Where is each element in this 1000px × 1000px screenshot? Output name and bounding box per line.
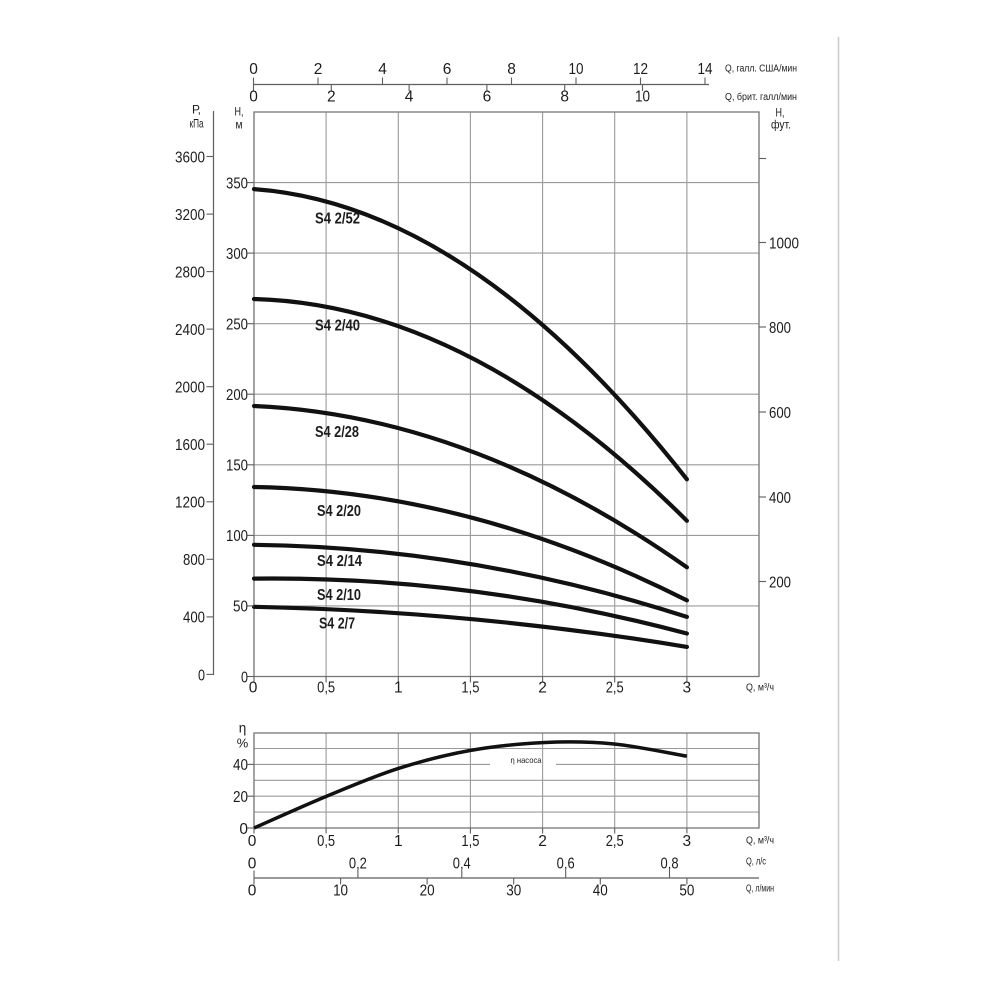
svg-text:4: 4	[405, 89, 414, 106]
svg-text:100: 100	[226, 528, 248, 545]
svg-text:30: 30	[506, 883, 521, 900]
svg-text:10: 10	[635, 89, 650, 106]
svg-text:3: 3	[683, 833, 692, 850]
svg-text:кПа: кПа	[190, 117, 204, 131]
svg-text:S4 2/40: S4 2/40	[315, 318, 360, 335]
svg-text:Q, л/мин: Q, л/мин	[746, 884, 774, 895]
svg-text:η насоса: η насоса	[511, 755, 542, 765]
svg-text:Q, м³/ч: Q, м³/ч	[746, 836, 774, 847]
svg-text:0: 0	[249, 61, 258, 78]
svg-text:250: 250	[226, 316, 248, 333]
svg-text:S4 2/52: S4 2/52	[315, 211, 360, 228]
svg-text:2800: 2800	[175, 264, 205, 281]
svg-text:400: 400	[183, 610, 205, 627]
svg-text:800: 800	[183, 552, 205, 569]
svg-text:Q, м³/ч: Q, м³/ч	[746, 683, 774, 694]
svg-text:Q, галл. США/мин: Q, галл. США/мин	[725, 64, 797, 75]
svg-text:1: 1	[394, 680, 403, 697]
svg-text:1,5: 1,5	[461, 833, 479, 850]
svg-text:0: 0	[248, 856, 257, 873]
svg-text:0,2: 0,2	[349, 856, 367, 873]
svg-text:300: 300	[226, 246, 248, 263]
svg-text:2: 2	[314, 61, 323, 78]
svg-text:40: 40	[593, 883, 608, 900]
svg-text:%: %	[237, 736, 249, 751]
svg-text:8: 8	[560, 89, 569, 106]
svg-text:0: 0	[248, 833, 257, 850]
svg-text:8: 8	[507, 61, 516, 78]
svg-text:50: 50	[679, 883, 694, 900]
svg-text:фут.: фут.	[771, 118, 791, 132]
svg-text:600: 600	[769, 405, 791, 422]
svg-text:10: 10	[333, 883, 348, 900]
svg-text:2: 2	[327, 89, 336, 106]
svg-text:η: η	[239, 721, 247, 736]
svg-text:S4 2/10: S4 2/10	[317, 587, 361, 604]
svg-text:0,6: 0,6	[557, 856, 575, 873]
svg-text:3600: 3600	[175, 149, 205, 166]
svg-text:0,5: 0,5	[317, 680, 335, 697]
svg-text:2,5: 2,5	[606, 680, 624, 697]
svg-text:2000: 2000	[175, 380, 205, 397]
svg-text:1200: 1200	[175, 495, 205, 512]
svg-text:Q, л/с: Q, л/с	[746, 857, 766, 868]
svg-text:1600: 1600	[175, 437, 205, 454]
svg-text:2400: 2400	[175, 322, 205, 339]
svg-text:S4 2/14: S4 2/14	[317, 553, 362, 570]
svg-text:S4 2/7: S4 2/7	[319, 616, 355, 633]
svg-text:2: 2	[538, 833, 547, 850]
svg-text:Н,: Н,	[235, 105, 244, 119]
svg-text:Р,: Р,	[192, 103, 201, 117]
svg-text:0: 0	[249, 680, 258, 697]
svg-text:S4 2/28: S4 2/28	[315, 424, 359, 441]
svg-text:200: 200	[769, 574, 791, 591]
svg-text:6: 6	[483, 89, 492, 106]
svg-text:400: 400	[769, 490, 791, 507]
svg-text:S4 2/20: S4 2/20	[317, 503, 361, 520]
svg-text:2,5: 2,5	[606, 833, 624, 850]
svg-text:1,5: 1,5	[461, 680, 479, 697]
svg-text:3200: 3200	[175, 207, 205, 224]
svg-text:14: 14	[698, 61, 713, 78]
svg-text:20: 20	[233, 789, 248, 806]
svg-text:6: 6	[443, 61, 452, 78]
svg-text:1000: 1000	[769, 235, 799, 252]
svg-text:10: 10	[569, 61, 584, 78]
svg-text:12: 12	[633, 61, 648, 78]
svg-text:150: 150	[226, 458, 248, 475]
svg-text:0: 0	[198, 667, 205, 684]
svg-text:0: 0	[249, 89, 258, 106]
svg-text:20: 20	[420, 883, 435, 900]
svg-text:2: 2	[538, 680, 547, 697]
svg-text:200: 200	[226, 387, 248, 404]
svg-text:0: 0	[248, 883, 257, 900]
svg-text:0: 0	[239, 821, 248, 838]
svg-text:40: 40	[233, 757, 248, 774]
svg-text:0,4: 0,4	[453, 856, 471, 873]
svg-text:Q, брит. галл/мин: Q, брит. галл/мин	[725, 91, 797, 103]
svg-text:0,5: 0,5	[317, 833, 335, 850]
svg-text:4: 4	[378, 61, 387, 78]
svg-text:м: м	[236, 118, 243, 132]
svg-text:3: 3	[683, 680, 692, 697]
svg-text:50: 50	[233, 599, 248, 616]
svg-text:800: 800	[769, 320, 791, 337]
svg-text:0,8: 0,8	[661, 856, 679, 873]
svg-text:350: 350	[226, 175, 248, 192]
svg-text:0: 0	[241, 669, 248, 686]
svg-text:Н,: Н,	[776, 106, 785, 120]
svg-text:1: 1	[394, 833, 403, 850]
